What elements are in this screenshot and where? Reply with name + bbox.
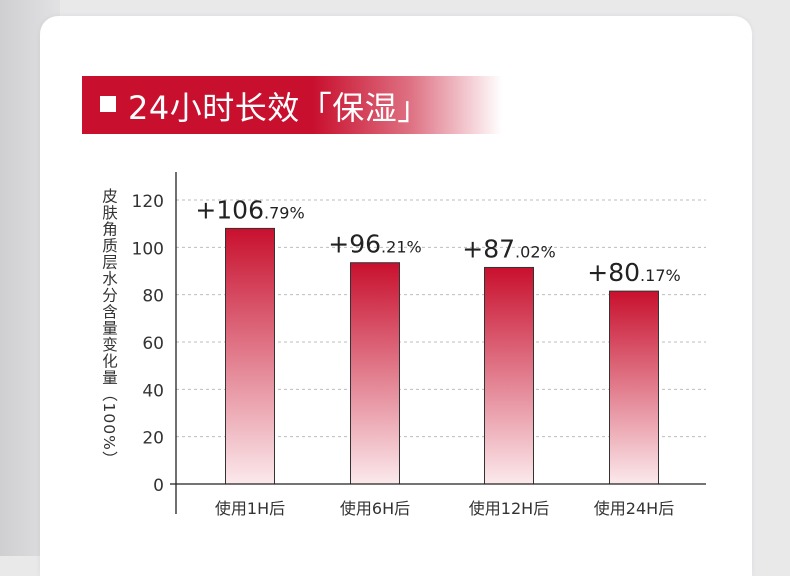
x-tick-label: 使用6H后 [340,499,410,518]
y-tick-label: 80 [142,287,164,307]
data-label-decimal: .79% [264,203,305,222]
data-label-main: +80 [587,258,640,287]
data-label: +106.79% [195,195,304,224]
bar-chart: +106.79% +96.21% +87.02% +80.17% 0 20 40 60 80 1… [132,172,706,518]
data-label-main: +106 [195,195,264,224]
title-banner: 24小时长效「保湿」 [82,76,502,134]
bar [609,290,659,485]
data-label-decimal: .02% [515,242,556,261]
data-label-decimal: .21% [381,238,422,257]
data-label-main: +87 [462,234,515,263]
square-bullet-icon [100,96,116,112]
data-label: +96.21% [328,230,421,259]
y-tick-label: 60 [142,334,164,354]
x-tick-label: 使用24H后 [594,499,674,518]
bar [484,266,534,485]
y-tick-label: 0 [153,476,164,496]
bar [350,262,400,485]
y-tick-label: 120 [132,192,164,212]
bar [225,227,275,485]
y-tick-label: 40 [142,381,164,401]
data-label-decimal: .17% [640,266,681,285]
data-label: +80.17% [587,258,680,287]
banner-title: 24小时长效「保湿」 [128,89,430,127]
x-tick-label: 使用1H后 [215,499,285,518]
data-label: +87.02% [462,234,555,263]
y-tick-label: 100 [132,239,164,259]
data-label-main: +96 [328,230,381,259]
y-tick-label: 20 [142,429,164,449]
x-tick-label: 使用12H后 [469,499,549,518]
y-axis-label: 皮肤角质层水分含量变化量（100%） [100,188,118,468]
